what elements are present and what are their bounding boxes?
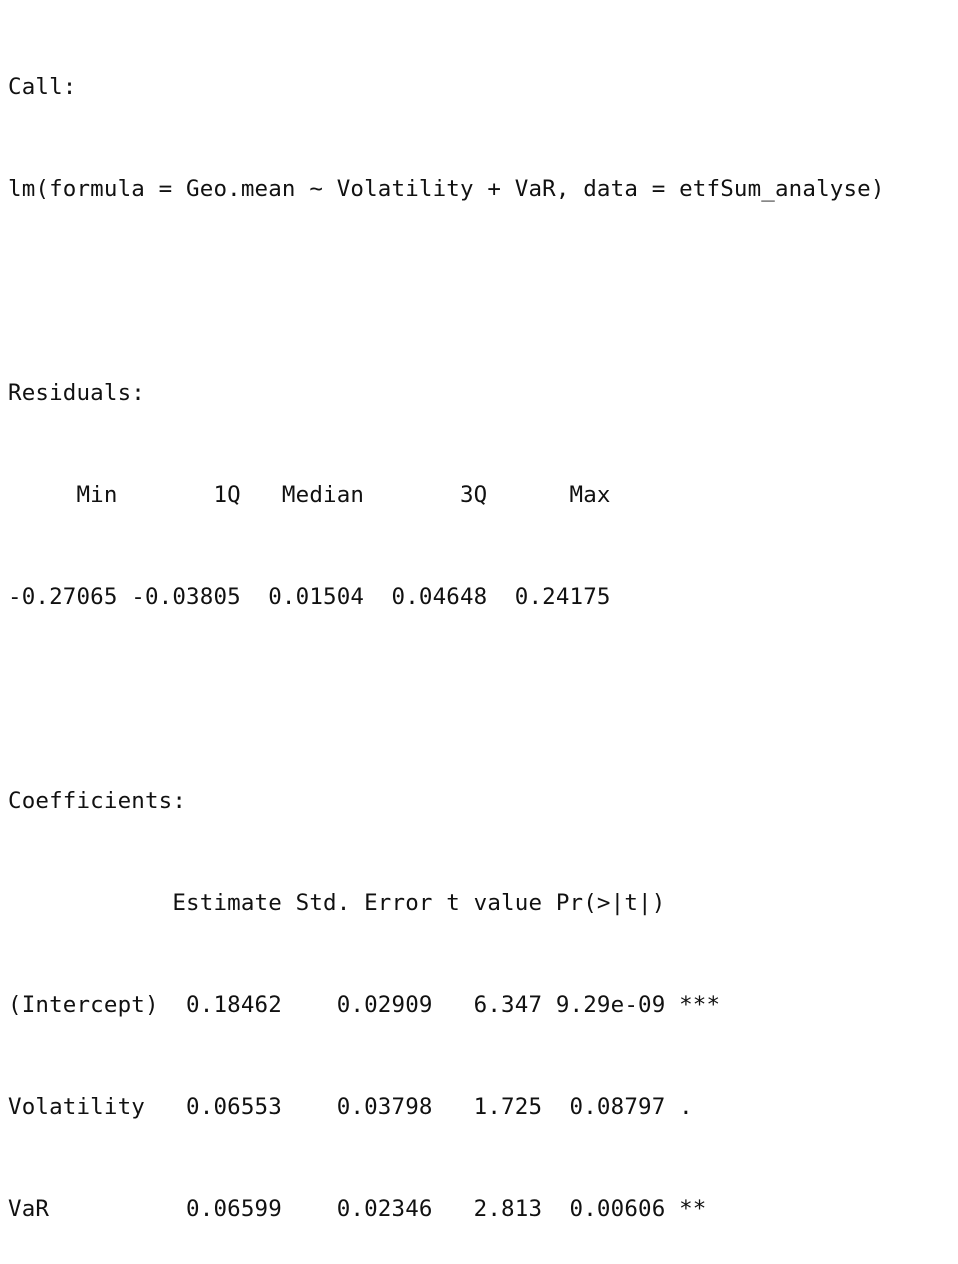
residuals-header: Min 1Q Median 3Q Max — [8, 482, 625, 508]
call-label: Call: — [8, 74, 77, 100]
residuals-label: Residuals: — [8, 380, 145, 406]
coefficient-row-var: VaR 0.06599 0.02346 2.813 0.00606 ** — [8, 1196, 721, 1222]
r-console-output: Call: lm(formula = Geo.mean ~ Volatility… — [8, 2, 953, 1222]
coefficient-row-intercept: (Intercept) 0.18462 0.02909 6.347 9.29e-… — [8, 992, 721, 1018]
blank-line — [8, 682, 953, 716]
coefficients-label: Coefficients: — [8, 788, 187, 814]
call-formula: lm(formula = Geo.mean ~ Volatility + VaR… — [8, 176, 885, 202]
coefficients-header: Estimate Std. Error t value Pr(>|t|) — [8, 890, 721, 916]
blank-line — [8, 274, 953, 308]
residuals-values: -0.27065 -0.03805 0.01504 0.04648 0.2417… — [8, 584, 625, 610]
coefficient-row-volatility: Volatility 0.06553 0.03798 1.725 0.08797… — [8, 1094, 721, 1120]
